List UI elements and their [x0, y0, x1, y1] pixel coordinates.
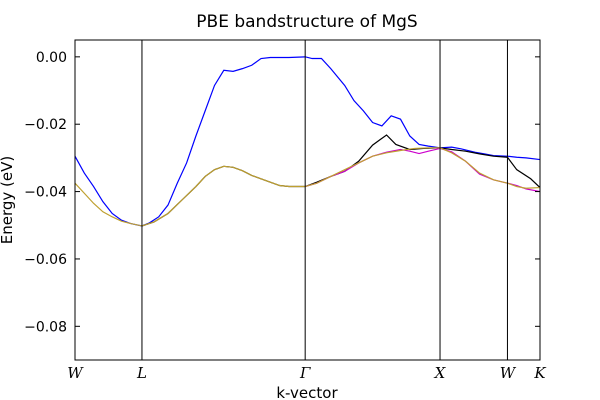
- y-axis-label: Energy (eV): [0, 156, 16, 244]
- x-axis-label: k-vector: [276, 384, 338, 400]
- band-line-0: [74, 56, 541, 227]
- x-tick-label: W: [500, 364, 517, 382]
- y-axis-ticks: 0.00 −0.02 −0.04 −0.06 −0.08: [24, 50, 540, 335]
- band-line-2: [305, 147, 541, 193]
- x-tick-label: X: [434, 364, 447, 382]
- y-tick-label: −0.04: [24, 185, 67, 201]
- x-tick-label: L: [136, 364, 147, 382]
- y-tick-label: −0.08: [24, 319, 67, 335]
- high-symmetry-lines-layer: [141, 40, 508, 360]
- x-tick-label: K: [533, 364, 546, 382]
- band-lines-layer: [74, 56, 541, 227]
- y-tick-label: 0.00: [36, 50, 67, 66]
- y-tick-label: −0.06: [24, 252, 67, 268]
- x-tick-label: W: [67, 364, 84, 382]
- y-tick-label: −0.02: [24, 117, 67, 133]
- plot-frame: [74, 39, 541, 361]
- band-line-3: [74, 147, 541, 227]
- chart-title: PBE bandstructure of MgS: [196, 12, 417, 32]
- x-tick-label: Γ: [299, 364, 311, 382]
